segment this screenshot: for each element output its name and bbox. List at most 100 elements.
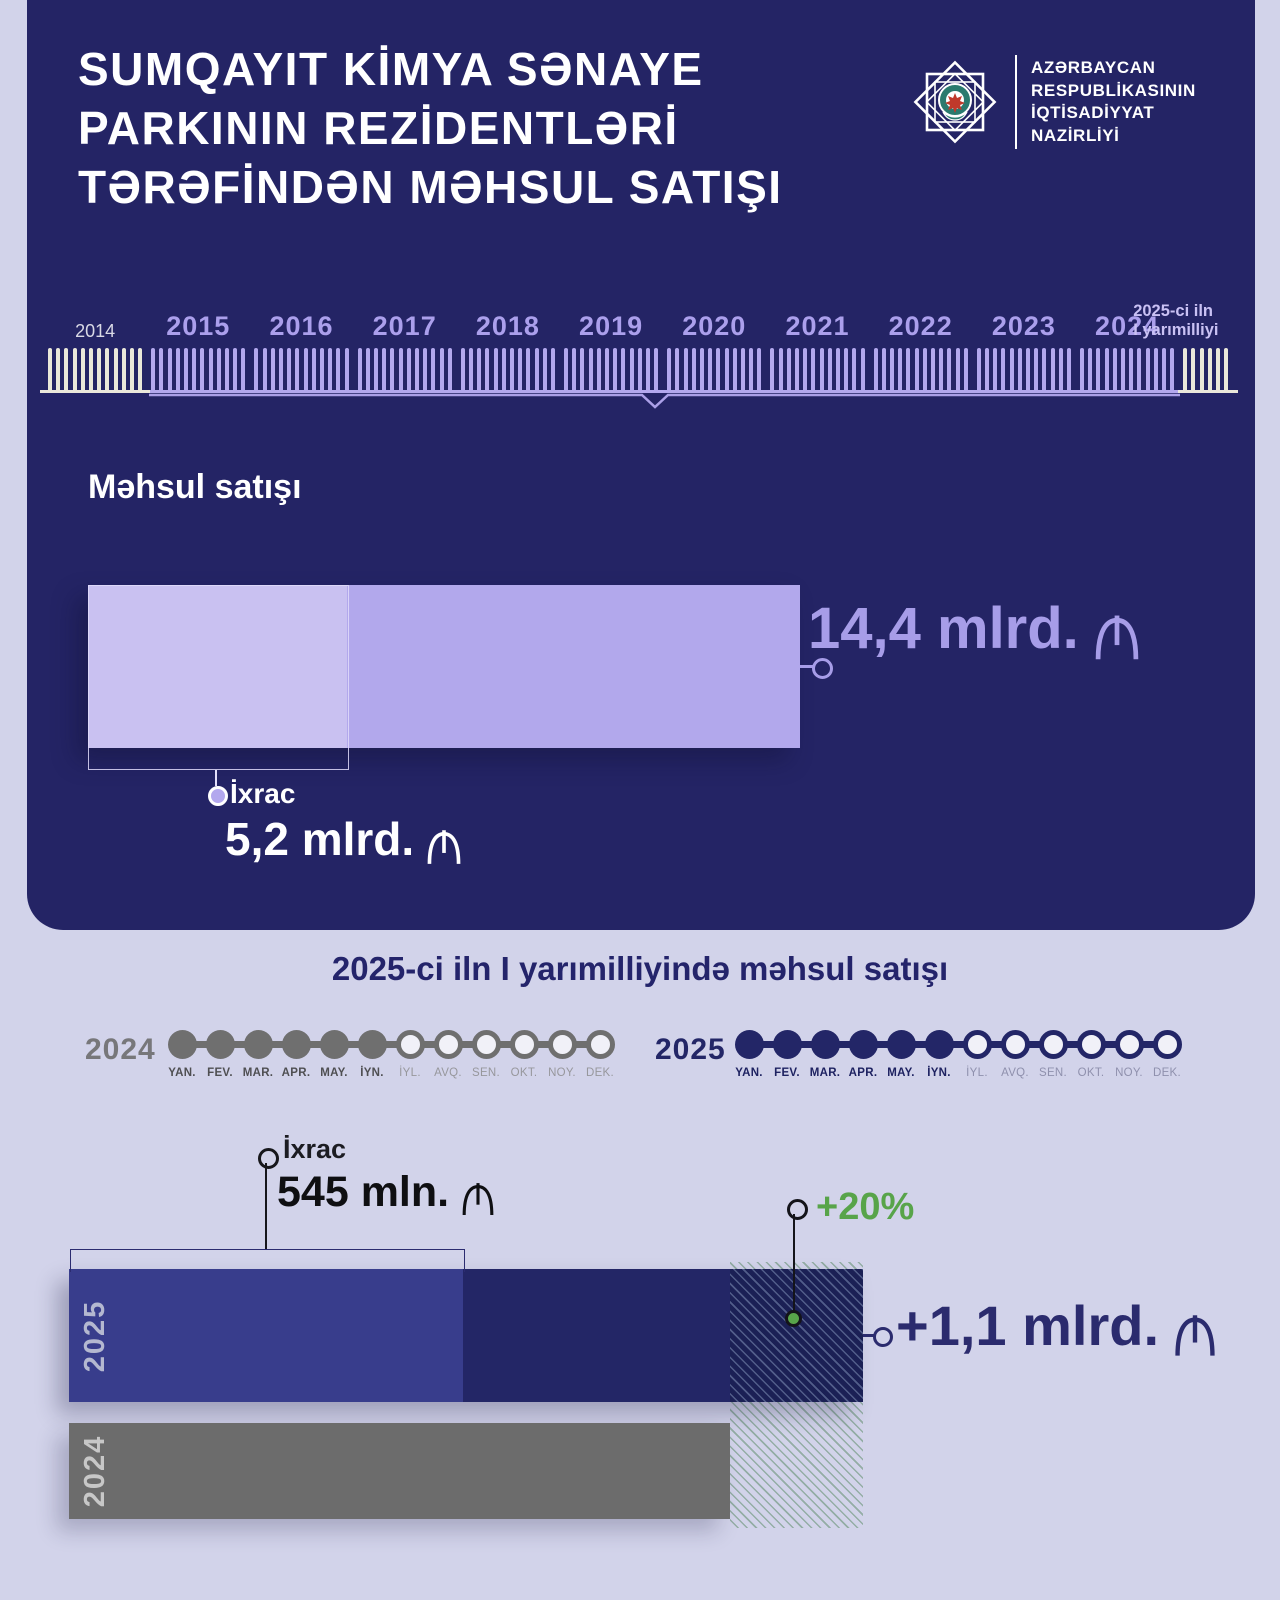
month-dot: [1076, 1030, 1106, 1059]
month-dots-connector: [182, 1041, 600, 1048]
timeline-tick: [105, 348, 110, 392]
total-sales-value: 14,4 mlrd.: [808, 595, 1143, 662]
timeline-tick: [1088, 348, 1093, 392]
timeline-tick: [534, 348, 539, 392]
month-label: FEV.: [207, 1067, 233, 1079]
total-connector-line: [800, 665, 814, 668]
timeline-tick: [1112, 348, 1117, 392]
logo-divider: [1015, 55, 1017, 149]
delta-connector-dot: [873, 1327, 893, 1347]
timeline-tick: [423, 348, 428, 392]
timeline-tick: [922, 348, 927, 392]
bar-2025-domestic-segment: [463, 1269, 730, 1402]
timeline-tick: [985, 348, 989, 392]
ministry-line-2: RESPUBLİKASININ: [1031, 80, 1196, 100]
month-row-year-label: 2024: [85, 1033, 156, 1066]
timeline-tick: [786, 348, 791, 392]
month-dot: [1038, 1030, 1068, 1059]
timeline-tick: [873, 348, 878, 392]
export-bracket-outline: [88, 585, 349, 770]
timeline-tick: [708, 348, 713, 392]
month-label: İYL.: [966, 1067, 988, 1079]
timeline-tick: [1191, 348, 1196, 392]
month-dot: [433, 1030, 463, 1059]
timeline-tick: [621, 348, 626, 392]
timeline-year-label: 2025-ci iln I yarımilliyi: [1133, 302, 1219, 339]
timeline-tick: [254, 348, 259, 392]
timeline-tick: [1104, 348, 1109, 392]
timeline-tick: [200, 348, 205, 392]
timeline-tick: [1224, 348, 1229, 392]
manat-icon: [1175, 1315, 1215, 1356]
timeline-tick: [691, 348, 696, 392]
timeline-tick: [208, 348, 213, 392]
timeline-tick: [526, 348, 531, 392]
timeline-tick: [365, 348, 370, 392]
timeline-tick: [976, 348, 981, 392]
timeline-tick: [1145, 348, 1150, 392]
timeline-year-label: 2018: [475, 311, 540, 341]
month-label: AVQ.: [434, 1067, 462, 1079]
timeline-tick: [551, 348, 555, 392]
month-label: FEV.: [774, 1067, 800, 1079]
timeline-tick: [390, 348, 395, 392]
month-dot: [319, 1030, 349, 1059]
timeline-year-label: 2017: [372, 311, 437, 341]
timeline-year-label: 2022: [888, 311, 953, 341]
month-label: DEK.: [1152, 1067, 1182, 1079]
timeline-tick: [675, 348, 680, 392]
timeline-tick: [811, 348, 816, 392]
title-line-3: TƏRƏFİNDƏN MƏHSUL SATIŞI: [78, 161, 783, 213]
half-year-subtitle: 2025-ci iln I yarımilliyində məhsul satı…: [331, 950, 949, 987]
month-label: OKT.: [1077, 1067, 1105, 1079]
timeline-tick: [1034, 348, 1039, 392]
timeline-tick: [1009, 348, 1014, 392]
timeline-tick: [803, 348, 808, 392]
timeline-tick: [374, 348, 378, 392]
timeline-ticks: [0, 348, 1280, 392]
bar-2025: 2025: [69, 1269, 863, 1402]
month-dot: [962, 1030, 992, 1059]
month-label: İYN.: [927, 1067, 951, 1079]
month-dot: [167, 1030, 197, 1059]
export-pointer-line: [264, 1163, 267, 1249]
timeline-tick: [778, 348, 783, 392]
timeline-tick: [382, 348, 387, 392]
month-dot: [734, 1030, 764, 1059]
month-dot: [243, 1030, 273, 1059]
export-segment: [88, 585, 347, 748]
timeline-axis: [150, 389, 1178, 393]
month-dot: [810, 1030, 840, 1059]
timeline-tick: [724, 348, 729, 392]
timeline-tick: [741, 348, 745, 392]
timeline-tick: [192, 348, 197, 392]
export-connector-line: [215, 770, 217, 786]
timeline-year-label: 2020: [682, 311, 747, 341]
timeline-tick: [287, 348, 292, 392]
timeline-tick: [1026, 348, 1030, 392]
timeline-tick: [580, 348, 585, 392]
timeline-tick: [939, 348, 944, 392]
bar-2025-export-segment: [69, 1269, 463, 1402]
timeline-tick: [1162, 348, 1166, 392]
month-label: MAR.: [809, 1067, 841, 1079]
growth-pointer-dot: [787, 1199, 808, 1220]
timeline-tick: [415, 348, 419, 392]
bar-2025-label: 2025: [79, 1299, 111, 1372]
timeline-tick: [1129, 348, 1134, 392]
growth-pointer-line: [793, 1214, 795, 1316]
timeline-tick: [80, 348, 85, 392]
export-value-bottom-text: 545 mln.: [277, 1168, 450, 1216]
timeline-year-labels: 2014 2015 2016 2017 2018 2019 2020 2021 2022 2023…: [0, 296, 1280, 342]
month-dot: [585, 1030, 615, 1059]
month-dot: [772, 1030, 802, 1059]
timeline-tick: [406, 348, 411, 392]
timeline-tick: [605, 348, 609, 392]
sales-chart-heading: Məhsul satışı: [88, 468, 302, 506]
timeline-tick: [955, 348, 960, 392]
timeline-tick: [138, 348, 143, 392]
timeline-tick: [460, 348, 465, 392]
timeline-tick: [225, 348, 229, 392]
total-value-text: 14,4 mlrd.: [808, 596, 1079, 661]
timeline-tick: [890, 348, 894, 392]
